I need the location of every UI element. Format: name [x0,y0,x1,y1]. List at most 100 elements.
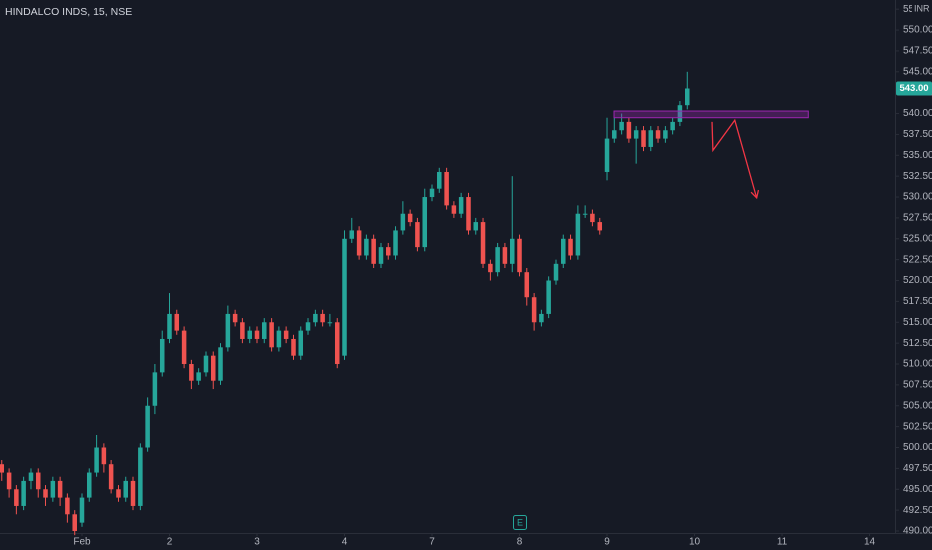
candle-body [604,138,610,172]
projection-arrow [711,118,758,199]
candle-body [130,480,136,506]
x-tick-label: 7 [429,537,435,548]
candle-body [502,247,508,264]
candle-body [677,105,683,122]
currency-bg [912,2,932,15]
candle-body [72,514,77,531]
candle-body [633,130,639,139]
candle-body [152,372,158,406]
y-tick-label: 527.50 [903,213,932,224]
y-tick-label: 490.00 [903,526,932,537]
last-price-tag [896,81,932,96]
candle-body [648,130,654,147]
candle-body [524,272,530,298]
candle-body [327,322,333,324]
candle-body [189,364,194,381]
event-marker[interactable] [513,515,527,530]
candle-body [546,280,551,314]
candle-body [466,197,471,231]
candle-body [334,322,340,365]
candle-body [685,88,690,106]
candle-body [101,447,107,465]
candle-body [145,405,150,448]
last-price-label: 543.00 [899,83,928,94]
x-tick-label: 3 [254,537,260,548]
y-tick-label: 515.00 [903,317,932,328]
candle-body [356,230,362,256]
candle-body [531,297,537,323]
candle-body [407,213,413,223]
y-tick-label: 500.00 [903,442,932,453]
candle-body [539,313,544,323]
candle-body [400,213,406,231]
candle-body [429,188,435,198]
candle-body [422,197,428,248]
candle-body [305,322,311,331]
candle-body [298,330,304,356]
candle-body [79,497,85,523]
candle-body [626,121,632,139]
y-tick-label: 517.50 [903,296,932,307]
candle-body [167,313,172,339]
candle-body [94,447,99,473]
event-marker-label: E [517,517,523,527]
x-tick-label: 10 [689,537,701,548]
candle-body [655,130,661,139]
candle-body [108,464,114,490]
candle-body [509,238,515,264]
x-tick-label: 9 [604,537,610,548]
candle-body [619,121,624,131]
candle-body [371,238,376,264]
candle-body [575,213,581,256]
candle-body [254,330,260,339]
candle-body [218,347,223,381]
candle-body [641,130,646,147]
candle-body [262,322,267,339]
candle-body [57,480,63,498]
candle-body [196,372,201,381]
candle-body [444,171,449,206]
candle-body [663,130,668,139]
y-tick-label: 495.00 [903,484,932,495]
candle-body [451,205,457,214]
x-tick-label: 2 [167,537,173,548]
y-tick-label: 522.50 [903,254,932,265]
y-tick-label: 507.50 [903,380,932,391]
candle-body [488,263,493,273]
candle-body [225,313,231,348]
plot-area [0,71,809,536]
y-tick-label: 537.50 [903,129,932,140]
resistance-zone [613,110,809,119]
y-tick-label: 505.00 [903,400,932,411]
y-tick-label: 550.00 [903,25,932,36]
candle-body [349,230,355,239]
candle-body [65,497,70,515]
candle-body [269,322,274,348]
candle-body [561,238,566,264]
candle-body [553,263,559,281]
y-tick-label: 512.50 [903,338,932,349]
candle-body [86,472,92,498]
candle-body [480,222,486,264]
x-tick-label: Feb [73,537,91,548]
candle-body [283,330,289,339]
candle-body [123,480,129,498]
x-tick-label: 8 [517,537,523,548]
candle-body [670,121,675,131]
candle-body [458,197,464,214]
y-tick-label: 540.00 [903,108,932,119]
candle-body [181,330,187,365]
candle-body [247,330,252,339]
candle-body [43,489,48,498]
x-tick-label: 14 [864,537,876,548]
candle-body [342,238,347,356]
candle-body [597,222,603,231]
candle-body [364,238,369,256]
chart-title: HINDALCO INDS, 15, NSE [5,6,132,18]
candle-body [14,489,19,506]
axes: 490.00 492.50 495.00 497.50 500.00 502.50 505.… [73,4,932,548]
candle-body [590,213,595,223]
candle-body [582,213,588,215]
y-tick-label: 510.00 [903,359,932,370]
